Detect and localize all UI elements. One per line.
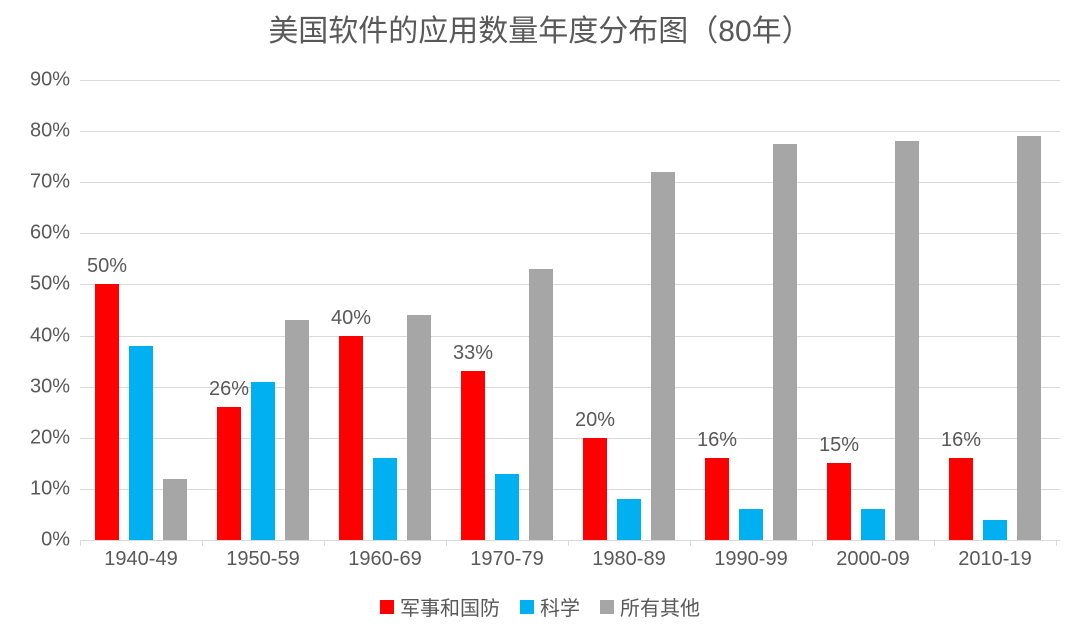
x-tick-label: 1950-59 — [202, 548, 324, 571]
bar — [129, 346, 153, 540]
x-tick-label: 1940-49 — [80, 548, 202, 571]
bar-group: 16% — [934, 80, 1056, 540]
bar — [339, 336, 363, 540]
bar — [373, 458, 397, 540]
x-tick — [80, 540, 81, 546]
bar-data-label: 15% — [814, 434, 864, 457]
x-tick-label: 1960-69 — [324, 548, 446, 571]
legend-label: 军事和国防 — [400, 592, 500, 621]
legend-item: 所有其他 — [600, 592, 700, 621]
x-tick-label: 1980-89 — [568, 548, 690, 571]
bar — [983, 520, 1007, 540]
bar — [1017, 136, 1041, 540]
bar — [583, 438, 607, 540]
legend-label: 科学 — [540, 592, 580, 621]
bar-group: 40% — [324, 80, 446, 540]
plot-area: 0%10%20%30%40%50%60%70%80%90%50%1940-492… — [80, 80, 1060, 540]
bar — [651, 172, 675, 540]
bar — [529, 269, 553, 540]
bar-group: 50% — [80, 80, 202, 540]
x-tick — [1056, 540, 1057, 546]
legend-item: 科学 — [520, 592, 580, 621]
legend-swatch — [600, 600, 614, 614]
bar — [285, 320, 309, 540]
bar-group: 15% — [812, 80, 934, 540]
bar — [895, 141, 919, 540]
x-tick — [446, 540, 447, 546]
y-tick-label: 0% — [20, 529, 70, 552]
bar-data-label: 50% — [82, 255, 132, 278]
y-tick-label: 30% — [20, 375, 70, 398]
y-tick-label: 40% — [20, 324, 70, 347]
bar-group: 16% — [690, 80, 812, 540]
x-tick — [568, 540, 569, 546]
x-tick-label: 1970-79 — [446, 548, 568, 571]
x-tick-label: 2010-19 — [934, 548, 1056, 571]
bar-group: 20% — [568, 80, 690, 540]
bar — [95, 284, 119, 540]
x-tick — [202, 540, 203, 546]
y-tick-label: 80% — [20, 120, 70, 143]
bar — [861, 509, 885, 540]
bar — [827, 463, 851, 540]
legend-label: 所有其他 — [620, 592, 700, 621]
y-tick-label: 10% — [20, 477, 70, 500]
bar-data-label: 26% — [204, 378, 254, 401]
bar — [705, 458, 729, 540]
bar-data-label: 20% — [570, 409, 620, 432]
x-tick — [934, 540, 935, 546]
legend-swatch — [520, 600, 534, 614]
chart-title: 美国软件的应用数量年度分布图（80年） — [0, 6, 1080, 50]
x-tick — [690, 540, 691, 546]
bar-data-label: 40% — [326, 307, 376, 330]
bar-group: 26% — [202, 80, 324, 540]
y-tick-label: 50% — [20, 273, 70, 296]
bar-data-label: 33% — [448, 342, 498, 365]
y-tick-label: 90% — [20, 69, 70, 92]
bar-group: 33% — [446, 80, 568, 540]
legend: 军事和国防 科学 所有其他 — [0, 592, 1080, 621]
bar — [461, 371, 485, 540]
legend-swatch — [380, 600, 394, 614]
x-tick — [324, 540, 325, 546]
y-tick-label: 20% — [20, 426, 70, 449]
bar — [163, 479, 187, 540]
y-tick-label: 60% — [20, 222, 70, 245]
bar — [773, 144, 797, 540]
x-tick-label: 2000-09 — [812, 548, 934, 571]
y-tick-label: 70% — [20, 171, 70, 194]
bar — [217, 407, 241, 540]
bar — [407, 315, 431, 540]
legend-item: 军事和国防 — [380, 592, 500, 621]
bar — [495, 474, 519, 540]
x-tick-label: 1990-99 — [690, 548, 812, 571]
bar — [617, 499, 641, 540]
x-axis — [80, 540, 1060, 541]
bar-data-label: 16% — [936, 429, 986, 452]
bar — [251, 382, 275, 540]
bar-chart: 美国软件的应用数量年度分布图（80年） 0% 10% 20% 30% 40% 50% 60%… — [0, 0, 1080, 631]
bar — [739, 509, 763, 540]
x-tick — [812, 540, 813, 546]
bar — [949, 458, 973, 540]
bar-data-label: 16% — [692, 429, 742, 452]
